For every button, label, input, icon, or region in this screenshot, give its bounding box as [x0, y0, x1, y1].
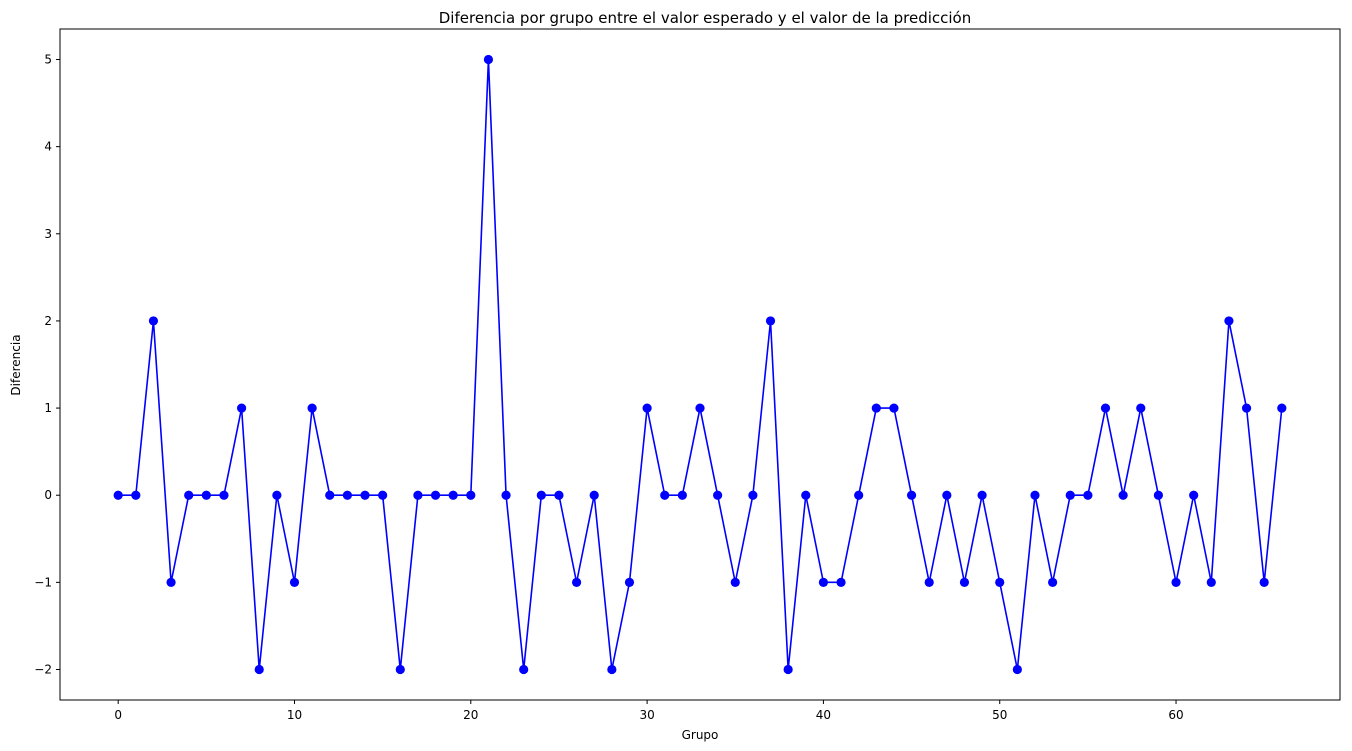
data-point: [219, 490, 229, 500]
data-point: [783, 664, 793, 675]
data-point: [1171, 577, 1181, 587]
data-point: [959, 577, 970, 587]
data-point: [871, 403, 881, 413]
data-point: [148, 316, 159, 326]
y-tick-label: 2: [44, 314, 52, 328]
x-tick-label: 60: [1168, 708, 1183, 722]
data-point: [131, 490, 141, 500]
data-point: [1083, 490, 1093, 500]
data-point: [1048, 577, 1058, 587]
data-point: [906, 490, 917, 500]
data-point: [501, 490, 511, 500]
series-markers: [113, 54, 1287, 675]
data-point: [413, 490, 423, 500]
x-axis: 0 10 20 30 40 50 60: [114, 700, 1184, 722]
data-point: [536, 490, 546, 500]
data-point: [730, 577, 740, 587]
data-point: [924, 577, 934, 587]
data-point: [307, 403, 317, 413]
data-point: [977, 490, 987, 500]
data-point: [889, 403, 899, 413]
data-point: [466, 490, 476, 500]
data-point: [765, 316, 776, 326]
data-point: [748, 490, 758, 500]
data-point: [1100, 403, 1111, 413]
data-point: [1136, 403, 1146, 413]
data-point: [695, 403, 705, 413]
data-point: [1030, 490, 1040, 500]
data-point: [1259, 577, 1269, 587]
data-point: [818, 577, 829, 587]
data-point: [519, 664, 529, 675]
data-point: [325, 490, 335, 500]
data-point: [430, 490, 441, 500]
data-point: [589, 490, 599, 500]
data-point: [624, 577, 635, 587]
data-point: [342, 490, 352, 500]
data-point: [607, 664, 617, 675]
data-point: [201, 490, 211, 500]
x-tick-label: 10: [287, 708, 302, 722]
x-tick-label: 0: [114, 708, 122, 722]
data-point: [289, 577, 300, 587]
data-point: [1118, 490, 1128, 500]
data-point: [677, 490, 687, 500]
data-point: [836, 577, 846, 587]
data-point: [360, 490, 370, 500]
data-point: [642, 403, 652, 413]
x-tick-label: 50: [992, 708, 1007, 722]
y-tick-label: 5: [44, 53, 52, 67]
data-point: [236, 403, 247, 413]
y-tick-label: 1: [44, 401, 52, 415]
data-point: [1012, 664, 1022, 675]
data-point: [1065, 490, 1075, 500]
data-point: [378, 490, 388, 500]
data-point: [1189, 490, 1199, 500]
data-point: [854, 490, 864, 500]
x-axis-title: Grupo: [682, 728, 719, 742]
y-tick-label: 4: [44, 140, 52, 154]
data-point: [483, 54, 494, 65]
data-point: [554, 490, 564, 500]
x-tick-label: 20: [463, 708, 478, 722]
data-point: [1224, 316, 1234, 326]
data-point: [1206, 577, 1216, 587]
y-axis: −2 −1 0 1 2 3 4 5: [34, 53, 60, 677]
y-tick-label: 0: [44, 488, 52, 502]
data-point: [448, 490, 458, 500]
data-point: [801, 490, 811, 500]
y-tick-label: 3: [44, 227, 52, 241]
data-point: [942, 490, 952, 500]
data-point: [713, 490, 723, 500]
data-point: [184, 490, 194, 500]
data-point: [571, 577, 582, 587]
data-point: [1241, 403, 1252, 413]
data-point: [660, 490, 670, 500]
data-point: [254, 664, 264, 675]
data-point: [395, 664, 405, 675]
data-point: [272, 490, 282, 500]
data-point: [1277, 403, 1287, 413]
chart-title: Diferencia por grupo entre el valor espe…: [439, 9, 971, 27]
series-line: [118, 59, 1283, 670]
x-tick-label: 40: [816, 708, 831, 722]
data-point: [1153, 490, 1164, 500]
y-tick-label: −2: [34, 663, 52, 677]
y-axis-title: Diferencia: [9, 334, 23, 395]
plot-area-frame: [59, 28, 1341, 701]
x-tick-label: 30: [639, 708, 654, 722]
data-point: [995, 577, 1005, 587]
data-point: [113, 490, 123, 500]
data-point: [166, 577, 176, 587]
y-tick-label: −1: [34, 575, 52, 589]
